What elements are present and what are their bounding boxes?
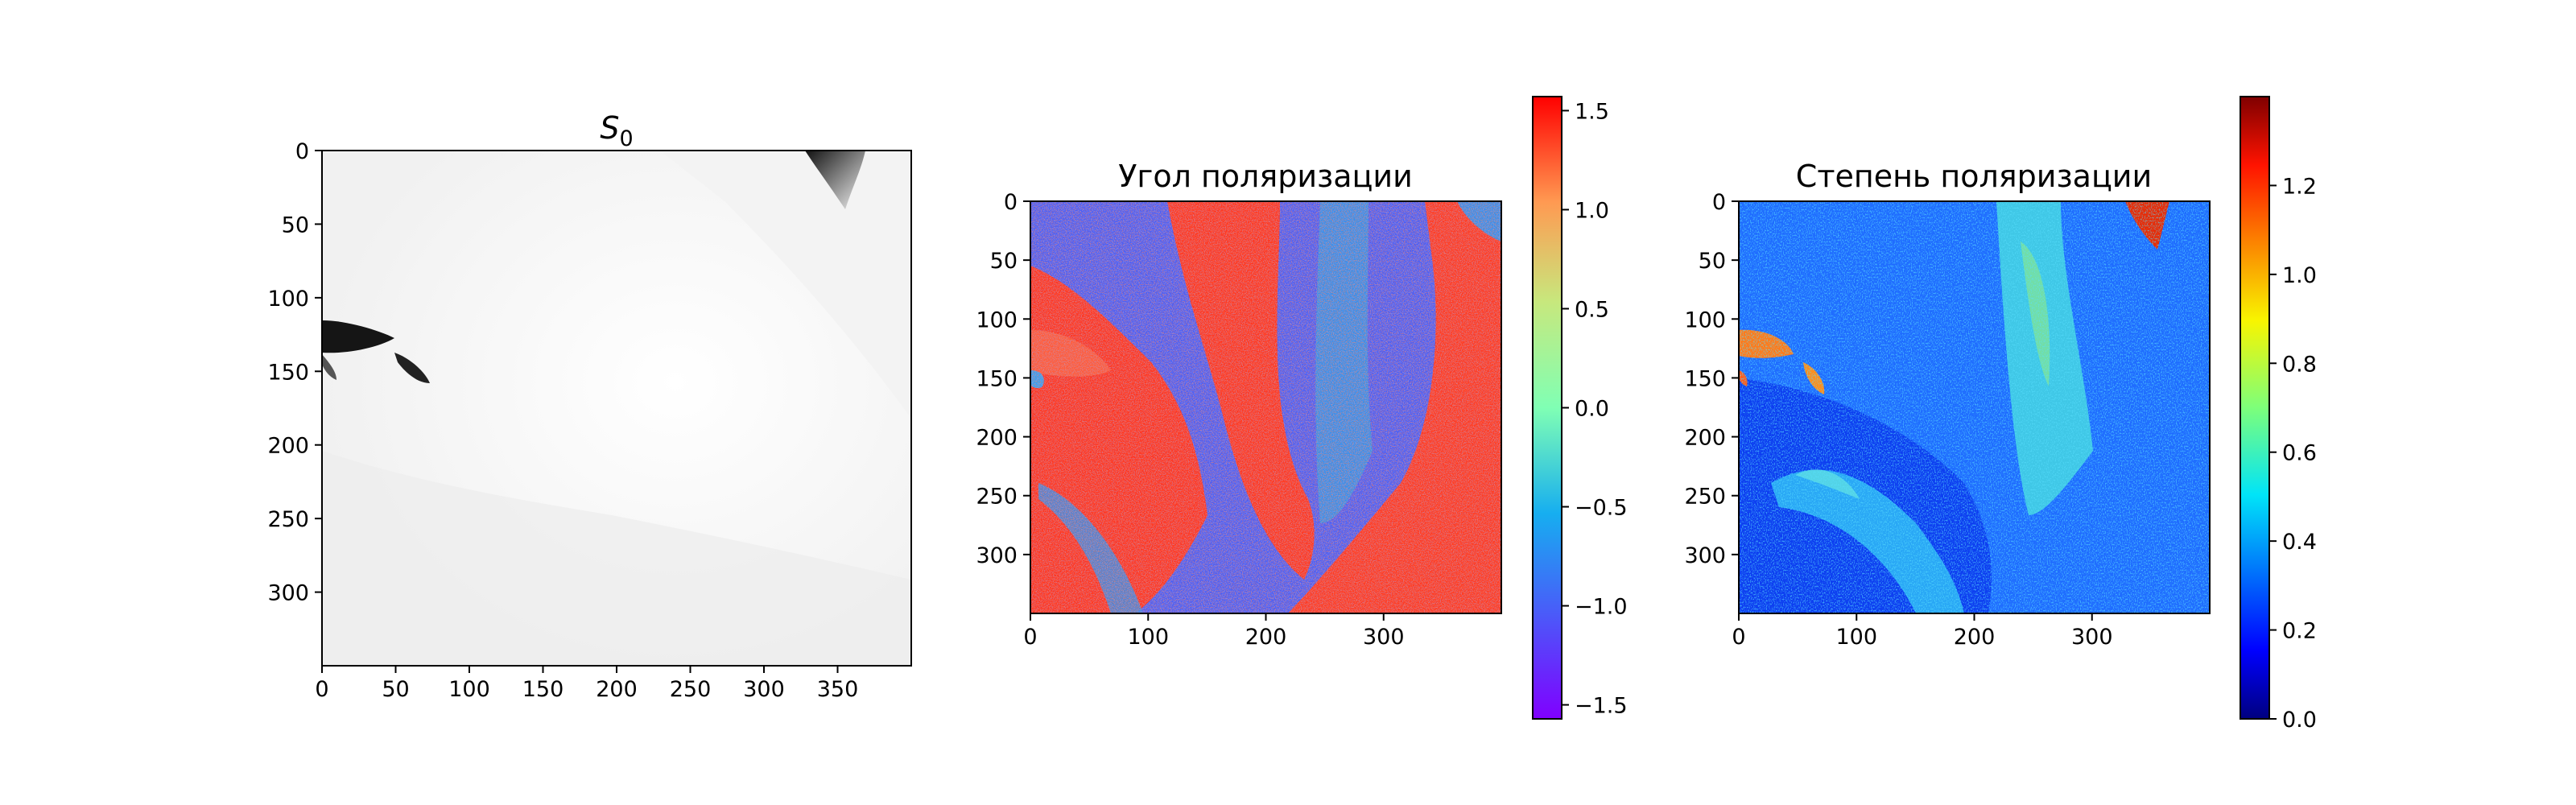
x-tick-label: 200 (1245, 625, 1287, 650)
x-tick-label: 100 (1835, 625, 1877, 650)
y-tick-label: 300 (1684, 543, 1726, 568)
y-tick-label: 100 (267, 287, 309, 312)
y-tick-label: 300 (267, 581, 309, 606)
x-tick-label: 250 (670, 677, 712, 702)
colorbar-tick-label: 0.0 (2282, 708, 2317, 733)
colorbar-tick-label: 1.2 (2282, 174, 2317, 199)
heatmap-image-degree (1739, 201, 2210, 613)
x-tick-label: 100 (448, 677, 490, 702)
y-tick-label: 200 (267, 434, 309, 459)
colorbar-tick-label: 1.5 (1575, 99, 1609, 124)
y-tick-label: 300 (976, 543, 1018, 568)
colorbar-degree (2240, 97, 2269, 719)
colorbar-tick-label: −1.0 (1575, 595, 1628, 620)
y-tick-label: 250 (976, 485, 1018, 510)
colorbar-tick-label: 0.4 (2282, 530, 2317, 555)
y-tick-label: 0 (295, 139, 309, 164)
y-tick-label: 0 (1004, 190, 1018, 215)
colorbar-tick-label: 1.0 (1575, 198, 1609, 223)
y-tick-label: 0 (1712, 190, 1726, 215)
chart-s0: 0 50 100 150 200 250 300 350 0 50 100 150 200 250 300… (267, 110, 912, 702)
x-tick-label: 0 (1023, 625, 1037, 650)
colorbar-tick-label: 0.5 (1575, 297, 1609, 322)
colorbar-tick-label: −0.5 (1575, 496, 1628, 521)
x-tick-label: 50 (382, 677, 409, 702)
x-tick-label: 300 (1363, 625, 1405, 650)
x-tick-label: 150 (522, 677, 564, 702)
x-tick-label: 300 (2071, 625, 2113, 650)
x-tick-label: 0 (315, 677, 328, 702)
y-tick-label: 200 (1684, 426, 1726, 451)
colorbar-tick-label: −1.5 (1575, 694, 1628, 719)
colorbar-tick-label: 0.2 (2282, 619, 2317, 644)
colorbar-angle (1533, 97, 1562, 719)
y-tick-label: 150 (267, 360, 309, 385)
y-tick-label: 200 (976, 426, 1018, 451)
y-tick-label: 250 (267, 507, 309, 532)
colorbar-tick-label: 0.0 (1575, 397, 1609, 422)
colorbar-tick-label: 0.6 (2282, 441, 2317, 466)
chart-title-s0: S0 (600, 110, 633, 151)
x-tick-label: 0 (1732, 625, 1745, 650)
y-tick-label: 250 (1684, 485, 1726, 510)
chart-title-angle: Угол поляризации (1118, 159, 1413, 194)
colorbar-tick-label: 0.8 (2282, 352, 2317, 377)
x-tick-label: 300 (743, 677, 785, 702)
chart-degree: 0 100 200 300 0 50 100 150 200 250 300 Степень по… (1684, 96, 2317, 733)
y-tick-label: 50 (282, 213, 309, 237)
chart-angle: 0 100 200 300 0 50 100 150 200 250 300 Угол поляр… (976, 96, 1628, 720)
x-tick-label: 350 (817, 677, 859, 702)
chart-title-degree: Степень поляризации (1796, 159, 2152, 194)
x-tick-label: 100 (1127, 625, 1169, 650)
x-tick-label: 200 (596, 677, 638, 702)
heatmap-image-angle (1030, 201, 1501, 613)
x-tick-label: 200 (1954, 625, 1996, 650)
y-tick-label: 50 (990, 249, 1018, 274)
y-tick-label: 100 (1684, 308, 1726, 332)
heatmap-image-s0 (322, 151, 911, 666)
y-tick-label: 100 (976, 308, 1018, 332)
colorbar-tick-label: 1.0 (2282, 263, 2317, 288)
y-tick-label: 150 (976, 366, 1018, 391)
y-tick-label: 150 (1684, 366, 1726, 391)
y-tick-label: 50 (1699, 249, 1726, 274)
